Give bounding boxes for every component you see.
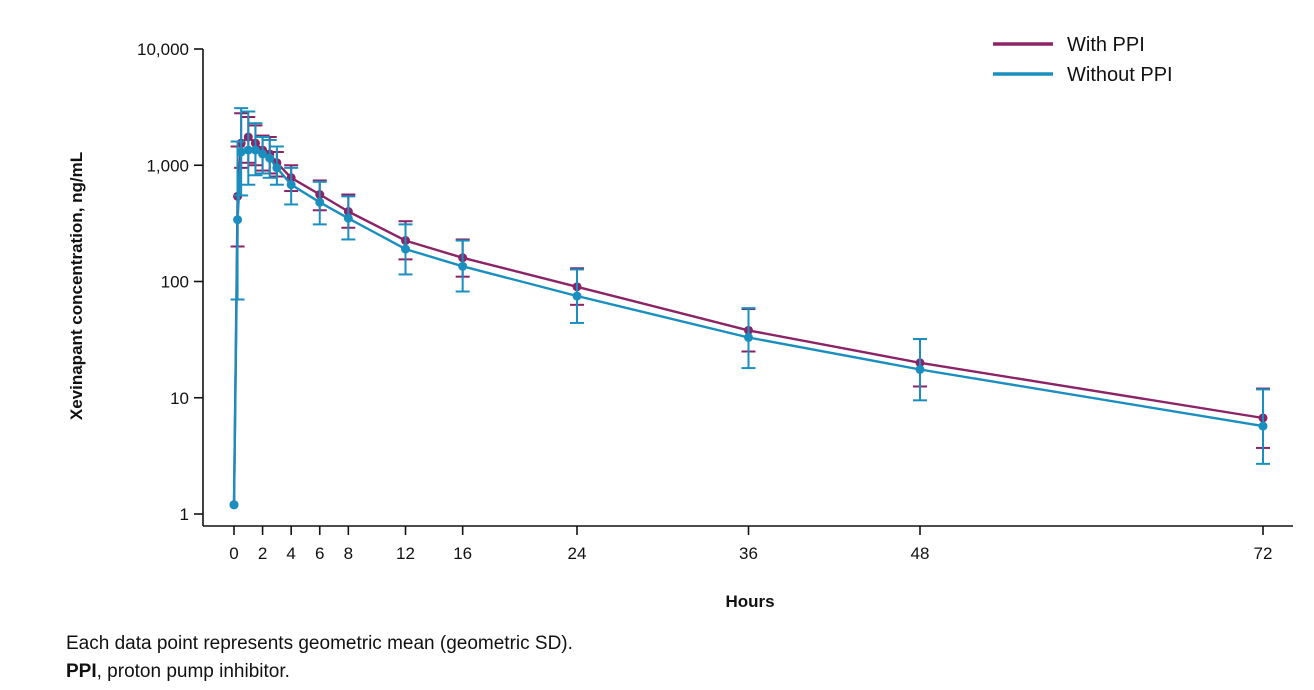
footnote-abbreviation-definition: , proton pump inhibitor. <box>96 661 290 682</box>
x-tick-label: 48 <box>911 544 930 563</box>
x-tick-label: 2 <box>258 544 267 563</box>
data-point <box>233 215 243 225</box>
y-tick-label: 1,000 <box>146 156 189 175</box>
data-point <box>915 364 925 374</box>
x-tick-label: 6 <box>315 544 324 563</box>
y-axis-title: Xevinapant concentration, ng/mL <box>67 152 86 420</box>
legend-label: Without PPI <box>1067 64 1173 86</box>
data-point <box>286 180 296 190</box>
data-point <box>343 213 353 223</box>
concentration-time-chart: 1 10 100 1,000 10,000 0 2 4 6 8 12 16 24 36 48 72 With … <box>67 34 1293 611</box>
axes: 1 10 100 1,000 10,000 0 2 4 6 8 12 16 24 36 48 72 <box>137 40 1293 563</box>
y-tick-label: 10,000 <box>137 40 189 59</box>
x-axis-title: Hours <box>725 592 774 611</box>
x-tick-label: 36 <box>739 544 758 563</box>
legend: With PPI Without PPI <box>993 34 1173 86</box>
series-layer <box>229 107 1270 510</box>
series-with-ppi <box>229 112 1270 510</box>
series-without-ppi <box>229 107 1270 510</box>
x-tick-label: 0 <box>229 544 238 563</box>
footnote-data-point: Each data point represents geometric mea… <box>66 633 573 654</box>
x-tick-label: 4 <box>286 544 295 563</box>
x-tick-label: 8 <box>344 544 353 563</box>
footnote-abbreviation: PPI, proton pump inhibitor. <box>66 661 290 683</box>
x-tick-label: 12 <box>396 544 415 563</box>
data-point <box>229 500 239 510</box>
data-point <box>572 291 582 301</box>
y-tick-label: 100 <box>161 273 189 292</box>
data-point <box>265 153 275 163</box>
data-point <box>258 149 268 159</box>
footnote-abbreviation-term: PPI <box>66 661 97 682</box>
y-tick-label: 10 <box>170 389 189 408</box>
x-tick-label: 24 <box>568 544 587 563</box>
data-point <box>315 197 325 207</box>
data-point <box>272 163 282 173</box>
data-point <box>744 332 753 342</box>
data-point <box>1258 421 1268 431</box>
data-point <box>236 147 246 157</box>
data-point <box>243 145 253 155</box>
data-point <box>250 145 260 155</box>
data-point <box>401 244 410 254</box>
x-tick-label: 16 <box>453 544 472 563</box>
legend-label: With PPI <box>1067 34 1145 56</box>
data-point <box>458 261 468 271</box>
y-tick-label: 1 <box>180 505 189 524</box>
x-tick-label: 72 <box>1254 544 1273 563</box>
